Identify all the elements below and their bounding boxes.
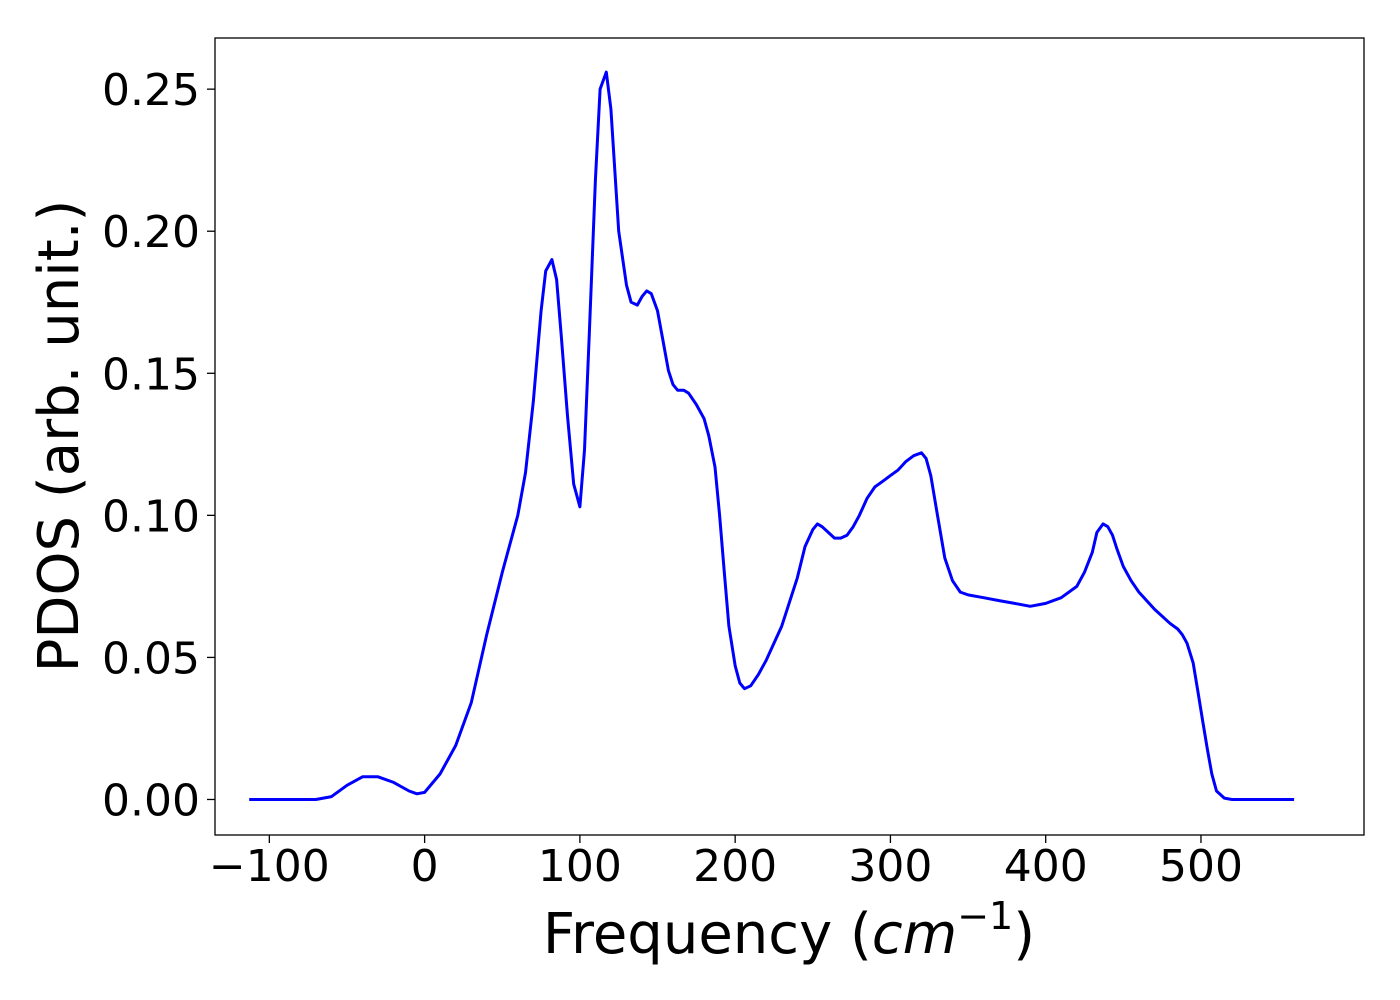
x-tick-label: 0 [411, 841, 439, 892]
y-axis-label: PDOS (arb. unit.) [27, 200, 92, 673]
plot-frame [214, 37, 1365, 836]
x-tick-label: 300 [848, 841, 932, 892]
y-tick-label: 0.15 [102, 349, 200, 400]
x-axis-label: Frequency (cm−1) [543, 894, 1035, 967]
y-axis-ticks: 0.00 0.05 0.10 0.15 0.20 0.25 [102, 65, 215, 826]
y-tick-label: 0.10 [102, 491, 200, 542]
x-axis-label-unit: cm [872, 902, 957, 967]
y-tick-label: 0.05 [102, 633, 200, 684]
y-tick-label: 0.00 [102, 775, 200, 826]
x-tick-label: 100 [538, 841, 622, 892]
x-tick-label: 200 [693, 841, 777, 892]
x-axis-label-text: Frequency [543, 902, 832, 967]
x-tick-label: −100 [209, 841, 330, 892]
y-tick-label: 0.20 [102, 207, 200, 258]
x-axis-ticks: −100 0 100 200 300 400 500 [209, 835, 1243, 892]
x-tick-label: 500 [1159, 841, 1243, 892]
y-tick-label: 0.25 [102, 65, 200, 116]
pdos-series-line [249, 70, 1295, 801]
x-axis-label-exponent: −1 [957, 894, 1013, 938]
x-tick-label: 400 [1004, 841, 1088, 892]
